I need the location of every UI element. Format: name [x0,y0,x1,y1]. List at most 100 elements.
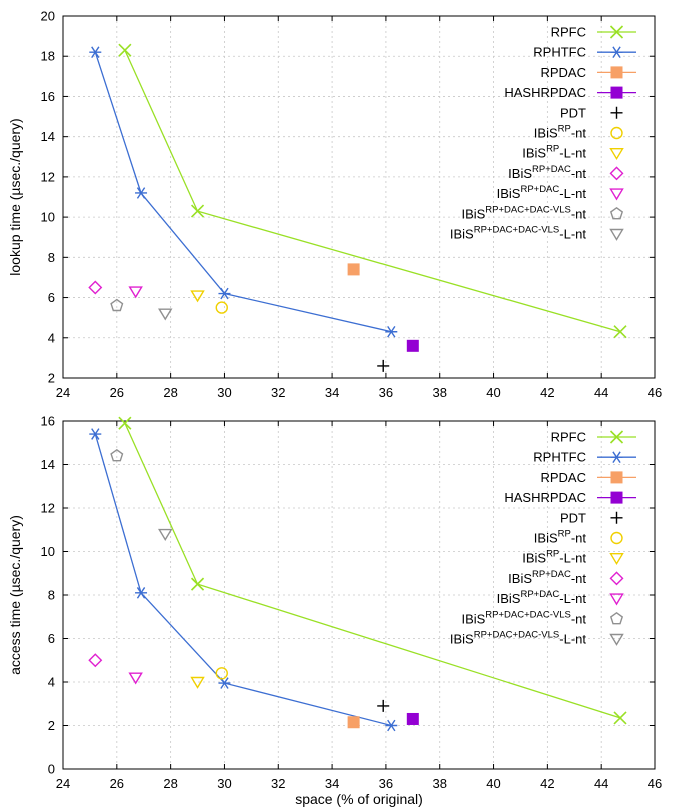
legend-label: RPDAC [540,470,586,485]
series-rpfc-0 [118,416,627,725]
legend-marker [610,471,623,484]
series-line [94,51,392,333]
series-ibis-10 [158,528,173,541]
legend-label: RPFC [551,25,586,40]
x-tick-label: 26 [110,385,124,400]
data-point [89,46,102,58]
legend-label: IBiSRP-L-nt [522,144,586,161]
series-pdt-4 [377,359,390,372]
x-tick-label: 30 [217,385,231,400]
series-hashrpdac-3 [406,339,419,352]
x-tick-label: 36 [379,776,393,791]
y-tick-label: 16 [41,89,55,104]
chart-panel-2: 24 26 28 30 32 34 36 38 40 42 44 460246810121416acc… [7,414,662,808]
y-tick-label: 10 [41,544,55,559]
data-point [190,204,205,218]
series-ibis-5 [215,301,228,314]
data-point [385,719,398,732]
x-tick-label: 38 [432,385,446,400]
legend-marker [609,206,624,220]
x-tick-label: 34 [325,776,339,791]
legend-label: IBiSRP+DAC+DAC-VLS-nt [461,204,586,221]
data-point [215,667,228,680]
y-tick-label: 6 [48,290,55,305]
series-ibis-6 [190,290,205,303]
legend-label: IBiSRP-nt [534,529,587,546]
x-tick-label: 42 [540,385,554,400]
data-point [215,301,228,314]
y-tick-label: 6 [48,631,55,646]
series-ibis-10 [158,308,173,321]
series-pdt-4 [377,699,390,712]
y-axis-label: access time (µsec./query) [7,515,23,675]
data-point [190,290,205,303]
legend-label: HASHRPDAC [504,85,586,100]
x-tick-label: 30 [217,776,231,791]
y-tick-label: 14 [41,129,55,144]
data-point [110,448,124,462]
series-rpdac-2 [347,716,360,729]
series-ibis-7 [88,280,103,295]
data-point [128,672,143,685]
legend-marker [609,633,624,646]
data-point [89,428,102,440]
legend: RPFC RPHTFC RPDAC HASHRPDAC PDT IBiSRP-nt IBiS… [450,25,636,242]
data-point [613,711,627,725]
series-ibis-8 [128,286,143,299]
x-axis-label: space (% of original) [295,791,423,807]
data-point [406,712,419,725]
legend-label: IBiSRP+DAC-nt [508,164,586,181]
legend-label: RPDAC [540,65,586,80]
data-point [88,653,103,668]
data-point [110,298,124,312]
data-point [190,577,205,591]
series-rphtfc-1 [89,46,398,338]
series-rphtfc-1 [89,428,398,732]
x-tick-label: 36 [379,385,393,400]
x-tick-label: 34 [325,385,339,400]
x-tick-label: 44 [594,385,608,400]
legend-marker [609,593,624,606]
x-tick-label: 46 [648,776,662,791]
x-tick-label: 28 [163,385,177,400]
data-point [406,339,419,352]
series-ibis-8 [128,672,143,685]
series-rpdac-2 [347,263,360,276]
legend-marker [610,531,623,545]
data-point [385,325,398,338]
series-rpfc-0 [118,43,627,339]
y-tick-label: 8 [48,588,55,603]
series-ibis-9 [110,448,124,462]
series-ibis-9 [110,298,124,312]
legend-marker [610,491,623,504]
y-tick-label: 12 [41,501,55,516]
legend-marker [610,511,623,524]
legend-marker [610,451,623,463]
legend-marker [609,188,624,201]
legend-marker [610,106,623,119]
data-point [88,280,103,295]
data-point [158,308,173,321]
data-point [347,716,360,729]
legend-marker [609,611,624,625]
y-tick-label: 20 [41,9,55,24]
y-tick-label: 14 [41,457,55,472]
data-point [118,416,132,430]
y-tick-label: 16 [41,414,55,429]
x-tick-label: 38 [432,776,446,791]
series-line [94,433,392,727]
series-ibis-5 [215,667,228,680]
series-ibis-7 [88,653,103,668]
legend-marker [609,228,624,241]
y-tick-label: 0 [48,762,55,777]
x-tick-label: 40 [486,776,500,791]
data-point [135,187,148,199]
y-axis-label: lookup time (µsec./query) [7,118,23,275]
legend-label: RPHTFC [533,450,586,465]
legend-marker [609,571,624,586]
x-tick-label: 26 [110,776,124,791]
series-ibis-6 [190,676,205,689]
legend-marker [609,25,624,39]
legend-label: IBiSRP+DAC-L-nt [497,184,587,201]
